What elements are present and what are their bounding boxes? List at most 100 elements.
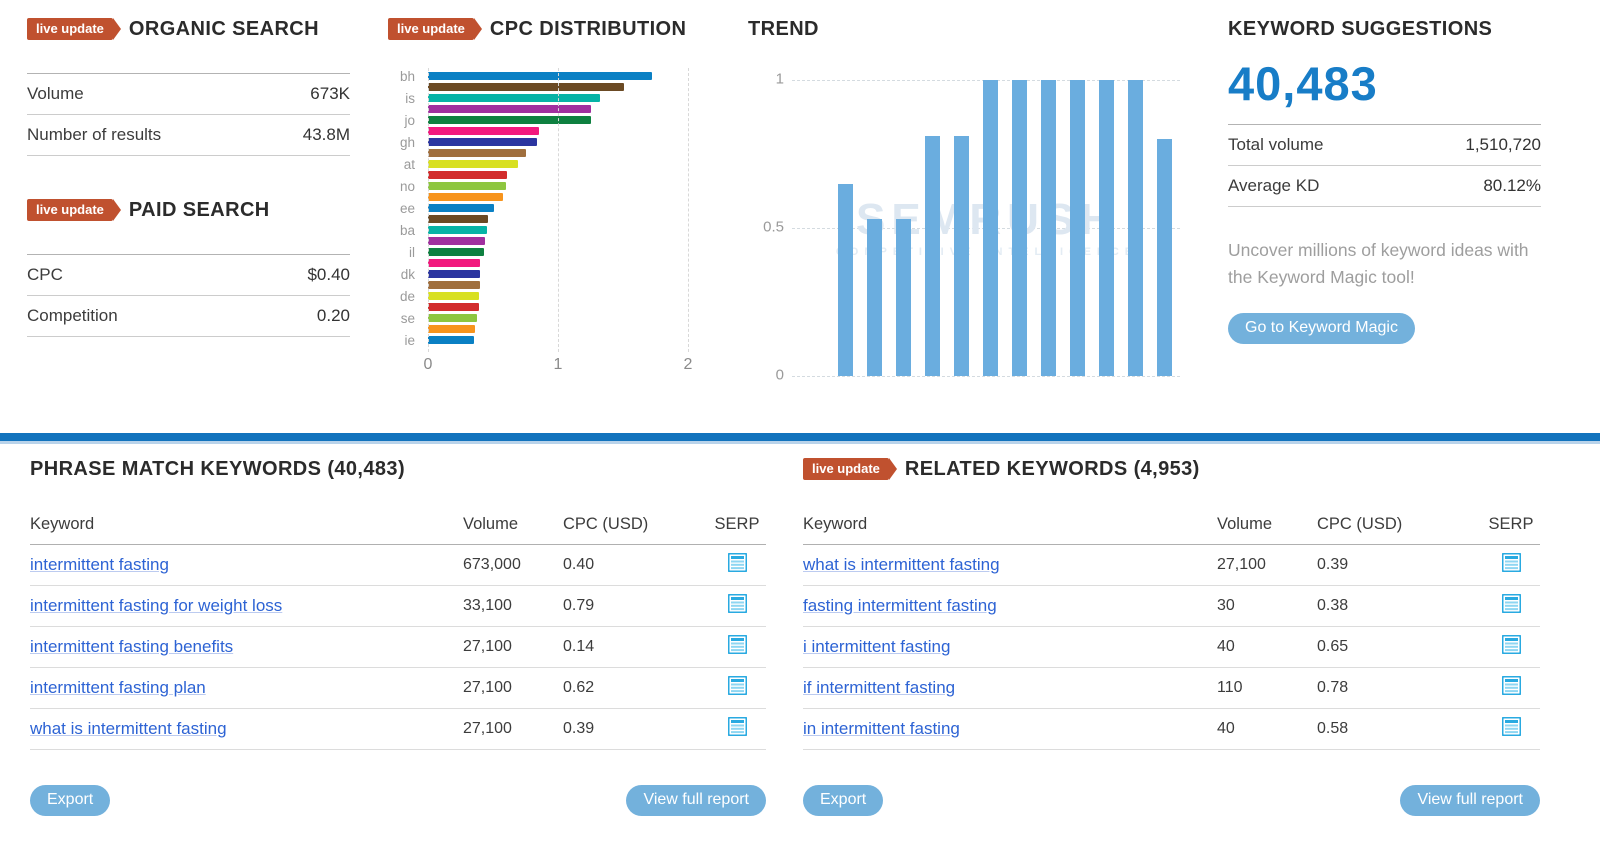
column-header: SERP [1488, 515, 1534, 533]
trend-bar [896, 219, 911, 376]
volume-value: 27,100 [463, 638, 512, 655]
cpc-bar [428, 303, 479, 311]
cpc-country-label: se [400, 311, 415, 326]
table-row: fasting intermittent fasting 30 0.38 [803, 586, 1540, 627]
serp-icon[interactable] [1501, 634, 1521, 655]
stat-value: 0.20 [316, 306, 350, 325]
serp-icon[interactable] [727, 716, 747, 737]
trend-bar [925, 136, 940, 376]
table-row: i intermittent fasting 40 0.65 [803, 627, 1540, 668]
trend-bar [1070, 80, 1085, 376]
serp-icon[interactable] [1501, 552, 1521, 573]
cpc-country-label: is [405, 91, 415, 106]
keyword-link[interactable]: in intermittent fasting [803, 719, 960, 738]
keyword-link[interactable]: intermittent fasting plan [30, 678, 206, 697]
cpc-bar [428, 83, 625, 91]
phrase-match-table-body: intermittent fasting 673,000 0.40 intermitt… [30, 545, 766, 750]
cpc-bar [428, 204, 495, 212]
export-button[interactable]: Export [803, 785, 884, 816]
live-update-badge: live update [27, 18, 121, 40]
gridline [792, 376, 1180, 377]
cpc-country-label: il [409, 245, 415, 260]
keyword-link[interactable]: what is intermittent fasting [803, 555, 1000, 574]
keyword-link[interactable]: intermittent fasting [30, 555, 169, 574]
cpc-plot-area [428, 68, 696, 352]
live-update-badge: live update [27, 199, 121, 221]
column-header: Volume [463, 515, 519, 533]
cpc-bar [428, 160, 518, 168]
view-full-report-button[interactable]: View full report [1400, 785, 1540, 816]
cpc-country-label [388, 281, 415, 289]
cpc-distribution-title: CPC DISTRIBUTION [489, 17, 687, 40]
table-row: intermittent fasting plan 27,100 0.62 [30, 668, 766, 709]
serp-icon[interactable] [727, 634, 747, 655]
cpc-bar [428, 226, 487, 234]
keyword-link[interactable]: intermittent fasting benefits [30, 637, 234, 656]
column-header: SERP [714, 515, 760, 533]
view-full-report-button[interactable]: View full report [626, 785, 766, 816]
column-header: Volume [1217, 515, 1273, 533]
keyword-link[interactable]: i intermittent fasting [803, 637, 951, 656]
gridline [428, 68, 429, 352]
serp-icon[interactable] [1501, 675, 1521, 696]
cpc-bar [428, 149, 526, 157]
cpc-bar [428, 215, 488, 223]
cpc-bar [428, 281, 480, 289]
cpc-value: 0.40 [563, 556, 595, 573]
trend-bar [1128, 80, 1143, 376]
serp-icon[interactable] [1501, 593, 1521, 614]
stat-row: Competition 0.20 [27, 296, 350, 337]
cpc-bar [428, 182, 506, 190]
cpc-country-label: ie [404, 333, 415, 348]
related-keywords-panel: live update RELATED KEYWORDS (4,953) Key… [803, 455, 1540, 816]
table-row: if intermittent fasting 110 0.78 [803, 668, 1540, 709]
stat-value: 1,510,720 [1465, 135, 1541, 154]
cpc-value: 0.38 [1317, 597, 1349, 614]
cpc-value: 0.78 [1317, 679, 1349, 696]
stat-row: CPC $0.40 [27, 255, 350, 296]
cpc-bar [428, 325, 475, 333]
cpc-country-label [388, 171, 415, 179]
serp-icon[interactable] [727, 675, 747, 696]
paid-search-stats: CPC $0.40 Competition 0.20 [27, 254, 350, 337]
cpc-country-label: ba [399, 223, 415, 238]
cpc-x-axis: 0 1 2 [424, 356, 710, 376]
keyword-link[interactable]: if intermittent fasting [803, 678, 956, 697]
serp-icon[interactable] [727, 552, 747, 573]
live-update-badge: live update [803, 458, 897, 480]
keyword-link[interactable]: what is intermittent fasting [30, 719, 227, 738]
go-to-keyword-magic-button[interactable]: Go to Keyword Magic [1228, 313, 1415, 345]
column-header: CPC (USD) [1317, 515, 1403, 533]
export-button[interactable]: Export [30, 785, 111, 816]
keyword-link[interactable]: intermittent fasting for weight loss [30, 596, 283, 615]
cpc-bar [428, 248, 484, 256]
stat-label: CPC [27, 265, 63, 284]
trend-bars [838, 80, 1180, 376]
cpc-country-label: de [399, 289, 415, 304]
cpc-bar [428, 72, 652, 80]
table-row: intermittent fasting for weight loss 33,1… [30, 586, 766, 627]
table-row: intermittent fasting 673,000 0.40 [30, 545, 766, 586]
trend-bar [1157, 139, 1172, 376]
cpc-country-label [388, 127, 415, 135]
trend-bar [983, 80, 998, 376]
trend-bar [1099, 80, 1114, 376]
cpc-country-labels: bh is jo gh at no ee ba il dk de se ie [388, 70, 428, 348]
cpc-country-label: jo [404, 113, 415, 128]
stat-row: Volume 673K [27, 74, 350, 115]
cpc-distribution-panel: live update CPC DISTRIBUTION bh is jo gh… [388, 16, 710, 376]
cpc-value: 0.58 [1317, 720, 1349, 737]
serp-icon[interactable] [727, 593, 747, 614]
cpc-bar [428, 171, 508, 179]
cpc-country-label [388, 237, 415, 245]
trend-chart: 1 0.5 0 SEMRUSH COMPETITIVE INTELLIGENCE [763, 71, 1180, 384]
keyword-link[interactable]: fasting intermittent fasting [803, 596, 997, 615]
cpc-value: 0.39 [1317, 556, 1349, 573]
cpc-value: 0.14 [563, 638, 595, 655]
cpc-country-label: dk [400, 267, 415, 282]
phrase-match-panel: PHRASE MATCH KEYWORDS (40,483) Keyword Vo… [30, 455, 766, 816]
serp-icon[interactable] [1501, 716, 1521, 737]
volume-value: 27,100 [463, 720, 512, 737]
trend-bar [867, 219, 882, 376]
organic-search-stats: Volume 673K Number of results 43.8M [27, 73, 350, 156]
